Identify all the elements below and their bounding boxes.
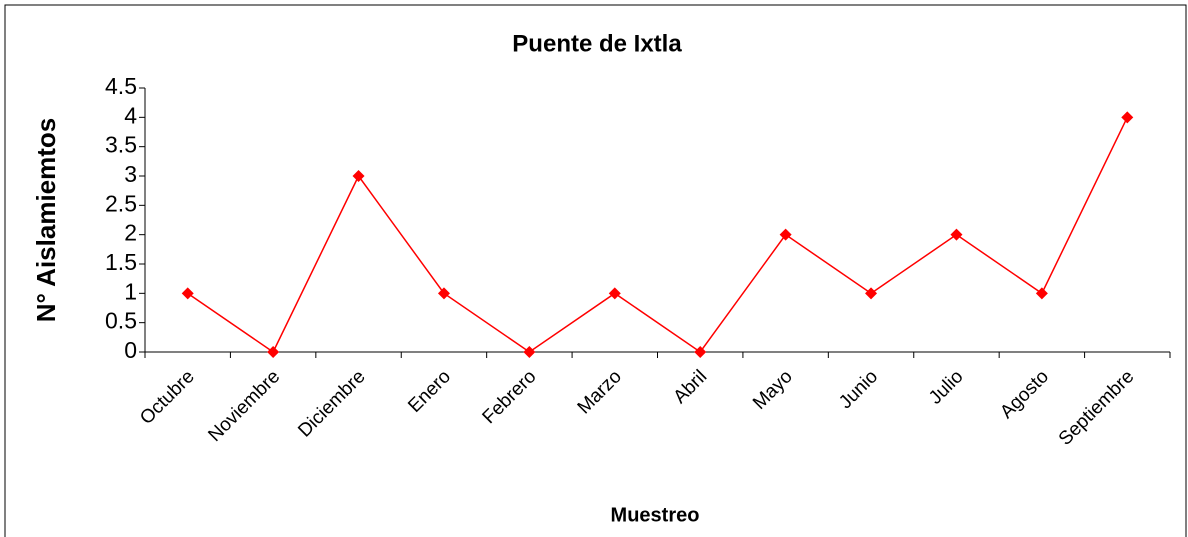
data-point bbox=[352, 170, 365, 182]
data-point bbox=[950, 228, 963, 241]
y-tick-label: 0.5 bbox=[105, 308, 137, 334]
x-tick-label: Abril bbox=[670, 366, 712, 408]
data-point bbox=[1035, 287, 1048, 300]
data-point bbox=[1121, 111, 1134, 124]
y-axis-label: N° Aislamiemtos bbox=[31, 118, 61, 323]
y-tick-label: 4.5 bbox=[105, 73, 137, 99]
data-point bbox=[779, 228, 792, 241]
x-tick-label: Agosto bbox=[996, 366, 1053, 423]
y-tick-label: 3 bbox=[124, 161, 137, 187]
data-point bbox=[267, 346, 280, 358]
y-tick-label: 4 bbox=[124, 102, 137, 128]
data-point bbox=[865, 287, 878, 300]
x-axis-label: Muestreo bbox=[611, 504, 700, 526]
y-tick-label: 0 bbox=[124, 337, 137, 363]
data-point bbox=[694, 346, 707, 358]
x-tick-label: Enero bbox=[404, 366, 455, 417]
data-point bbox=[181, 287, 194, 300]
x-tick-label: Diciembre bbox=[294, 366, 369, 441]
x-tick-label: Marzo bbox=[574, 366, 626, 418]
data-line bbox=[187, 117, 1128, 354]
x-tick-label: Julio bbox=[925, 366, 967, 408]
x-tick-label: Febrero bbox=[479, 366, 541, 428]
x-tick-label: Septiembre bbox=[1055, 366, 1139, 450]
x-tick-label: Junio bbox=[835, 366, 882, 413]
x-tick-label: Noviembre bbox=[204, 366, 284, 446]
chart-title: Puente de Ixtla bbox=[512, 30, 682, 57]
y-tick-label: 1 bbox=[124, 278, 137, 304]
y-tick-label: 1.5 bbox=[105, 249, 137, 275]
data-point bbox=[608, 287, 621, 300]
y-tick-label: 3.5 bbox=[105, 132, 137, 158]
y-tick-label: 2.5 bbox=[105, 190, 137, 216]
x-tick-label: Mayo bbox=[749, 366, 797, 414]
y-tick-label: 2 bbox=[124, 220, 137, 246]
data-point bbox=[437, 287, 450, 300]
chart-border bbox=[4, 4, 1187, 537]
x-tick-label: Octubre bbox=[136, 366, 199, 429]
data-point bbox=[523, 346, 536, 358]
